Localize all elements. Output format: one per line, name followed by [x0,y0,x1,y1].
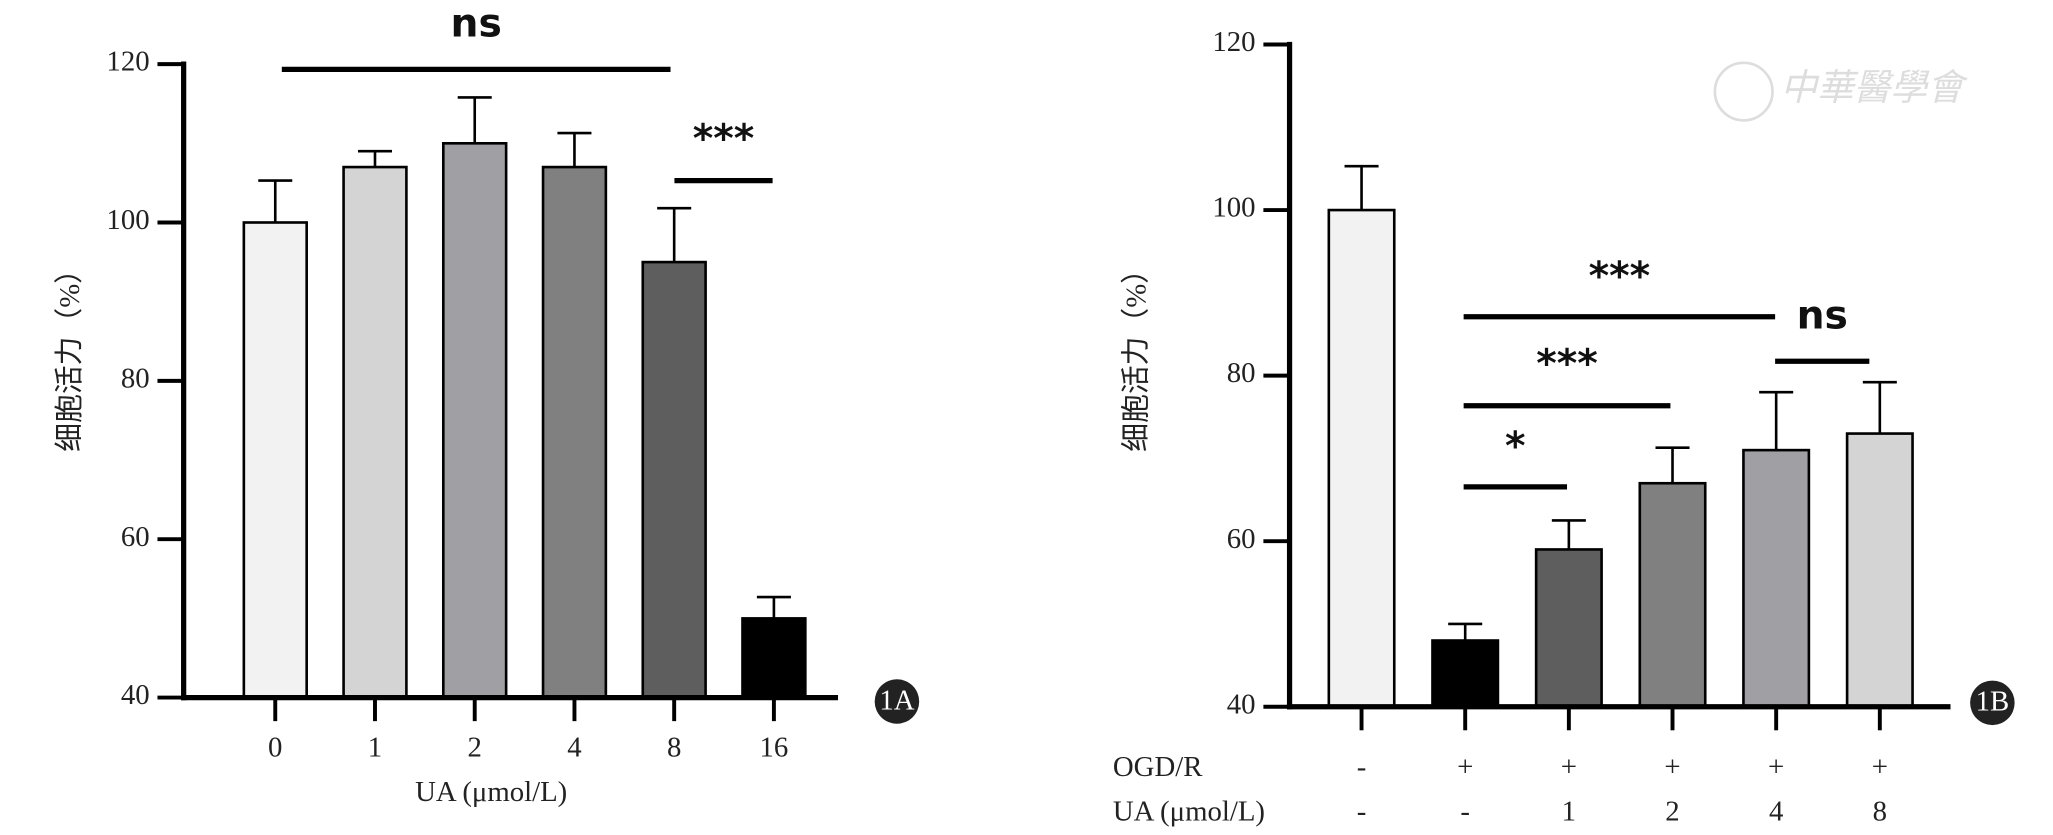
x-tick-label: 4 [1769,796,1783,828]
y-tick-label: 40 [121,679,150,711]
significance-label: * [1505,424,1526,469]
error-bar [1551,519,1586,550]
y-tick-label: 80 [1227,357,1256,389]
x-tick-label: + [1457,751,1473,783]
x-tick-label: 2 [1665,796,1679,828]
bar [342,165,408,699]
x-tick-label: 8 [1873,796,1887,828]
y-tick-label: 100 [1212,192,1255,224]
bar [1534,548,1603,709]
bar [242,221,308,699]
x-tick-label: + [1768,751,1784,783]
bar [641,260,707,699]
significance-label: *** [1589,254,1651,299]
y-tick-label: 60 [121,521,150,553]
bar [1845,432,1914,709]
significance-label: *** [693,117,755,162]
x-tick-label: 1 [368,732,382,764]
error-bar [1862,380,1897,434]
x-tick-label: 16 [760,732,789,764]
error-bar [457,96,492,144]
x-tick-label: 0 [268,732,282,764]
error-bar [756,595,791,619]
y-axis-label: 细胞活力（%） [1121,255,1153,452]
significance-label: *** [1536,342,1598,387]
error-bar [1655,446,1690,484]
error-bar [1759,390,1794,451]
watermark: 中華醫學會 [1780,67,1968,108]
bar [741,617,807,699]
x-tick-label: + [1664,751,1680,783]
x-tick-label: + [1872,751,1888,783]
y-tick-label: 120 [106,46,149,78]
x-tick-label: - [1460,796,1470,828]
bar [1638,481,1707,709]
bar [441,142,508,699]
x-tick-label: 2 [468,732,482,764]
x-tick-label: - [1357,796,1367,828]
significance-label: ns [451,2,502,47]
watermark-seal [1713,61,1774,122]
error-bar [1448,622,1483,641]
x-tick-label: - [1357,751,1367,783]
panel-badge [874,679,920,724]
y-tick-label: 120 [1212,26,1255,58]
error-bar [258,179,293,223]
y-tick-label: 100 [106,204,149,236]
panel-badge [1970,680,2015,726]
x-tick-label: 1 [1562,796,1576,828]
y-tick-label: 60 [1227,523,1256,555]
bar [1742,448,1811,709]
x-axis-label: UA (μmol/L) [415,776,567,808]
y-tick-label: 80 [121,362,150,394]
error-bar [357,149,393,168]
y-tick-label: 40 [1227,688,1256,720]
row-label: OGD/R [1113,751,1203,783]
error-bar [557,131,592,168]
panel-label: 1A [879,684,914,716]
significance-label: ns [1797,294,1848,339]
error-bar [1344,164,1379,211]
bar [541,165,608,699]
x-tick-label: + [1561,751,1577,783]
y-axis-label: 细胞活力（%） [54,255,86,452]
bar [1327,208,1396,709]
panel-label: 1B [1976,686,2010,718]
bar [1431,639,1500,709]
x-tick-label: 4 [567,732,581,764]
error-bar [657,206,692,263]
row-label: UA (μmol/L) [1113,796,1265,828]
x-tick-label: 8 [667,732,681,764]
